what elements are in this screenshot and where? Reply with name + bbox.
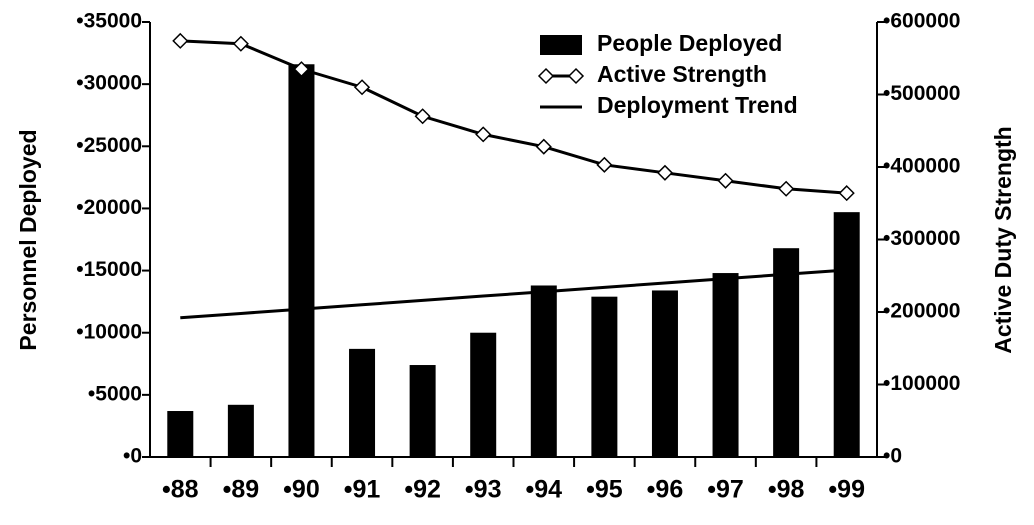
- bar: [712, 273, 739, 457]
- legend-marker: [537, 67, 555, 85]
- legend-label: Active Strength: [597, 61, 767, 87]
- y2-tick-label: •0: [883, 445, 902, 468]
- marker: [232, 35, 249, 52]
- x-tick-label: •88: [162, 476, 199, 504]
- marker: [778, 180, 795, 197]
- y2-tick-label: •200000: [883, 300, 960, 323]
- y-tick-label: •20000: [76, 196, 142, 219]
- y-tick-label: •0: [123, 445, 142, 468]
- line: [180, 39, 847, 195]
- y2-tick-label: •500000: [883, 82, 960, 105]
- legend-marker: [567, 67, 585, 85]
- bar: [470, 332, 497, 457]
- bar: [227, 404, 254, 457]
- y-tick-label: •5000: [88, 382, 142, 405]
- x-tick-label: •97: [707, 476, 744, 504]
- y2-tick-label: •300000: [883, 227, 960, 250]
- marker: [475, 126, 492, 143]
- x-tick-label: •94: [526, 476, 563, 504]
- x-tick-label: •98: [768, 476, 805, 504]
- bar: [773, 248, 800, 457]
- y-tick-label: •15000: [76, 258, 142, 281]
- legend-swatch: [540, 35, 582, 55]
- marker: [596, 156, 613, 173]
- marker: [656, 164, 674, 181]
- marker: [414, 108, 431, 125]
- legend-label: Deployment Trend: [597, 92, 798, 118]
- bar: [651, 290, 678, 457]
- marker: [717, 172, 734, 189]
- x-tick-label: •99: [828, 476, 865, 504]
- marker: [535, 138, 552, 155]
- marker: [838, 185, 855, 202]
- bar: [591, 296, 618, 457]
- y2-tick-label: •400000: [883, 155, 960, 178]
- bar: [288, 64, 315, 457]
- y2-tick-label: •100000: [883, 372, 960, 395]
- x-tick-label: •92: [404, 476, 441, 504]
- marker: [172, 32, 189, 49]
- y-tick-label: •10000: [76, 320, 142, 343]
- y-tick-label: •25000: [76, 134, 142, 157]
- bar: [409, 365, 436, 457]
- x-tick-label: •90: [283, 476, 320, 504]
- y-tick-label: •30000: [76, 72, 142, 95]
- bar: [349, 348, 376, 457]
- line: [180, 268, 847, 320]
- bar: [167, 411, 194, 457]
- y-tick-label: •35000: [76, 10, 142, 33]
- legend-label: People Deployed: [597, 30, 782, 56]
- x-tick-label: •91: [344, 476, 381, 504]
- y2-tick-label: •600000: [883, 10, 960, 33]
- x-tick-label: •93: [465, 476, 502, 504]
- bar: [833, 212, 860, 457]
- marker: [293, 61, 310, 78]
- marker: [353, 79, 371, 96]
- x-tick-label: •89: [223, 476, 260, 504]
- x-tick-label: •96: [647, 476, 684, 504]
- y2-axis-label: Active Duty Strength: [990, 126, 1016, 353]
- y-axis-label: Personnel Deployed: [15, 129, 41, 350]
- x-tick-label: •95: [586, 476, 623, 504]
- bar: [530, 285, 557, 457]
